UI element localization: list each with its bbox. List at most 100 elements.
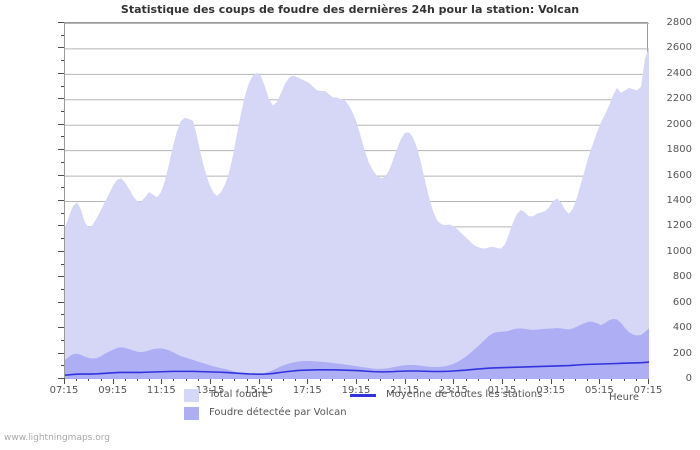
- x-tick-minor: [247, 378, 248, 381]
- y-tick-major: [58, 301, 64, 303]
- y-tick-label: 2600: [666, 42, 692, 54]
- page-title: Statistique des coups de foudre des dern…: [120, 3, 580, 16]
- x-tick-major: [453, 378, 454, 384]
- y-tick-label: 2000: [666, 118, 692, 130]
- plot-area: [64, 22, 649, 379]
- y-tick-major: [58, 276, 64, 278]
- legend-item[interactable]: Moyenne de toutes les stations: [350, 389, 542, 400]
- x-tick-label: 13:15: [195, 385, 225, 396]
- x-tick-major: [307, 378, 308, 384]
- legend-label: Moyenne de toutes les stations: [386, 389, 543, 400]
- x-tick-minor: [295, 378, 296, 381]
- x-tick-minor: [332, 378, 333, 381]
- x-tick-major: [356, 378, 357, 384]
- x-tick-minor: [636, 378, 637, 381]
- x-tick-minor: [186, 378, 187, 381]
- x-tick-minor: [173, 378, 174, 381]
- y-tick-minor: [61, 60, 64, 62]
- y-tick-minor: [61, 314, 64, 316]
- y-tick-minor: [61, 85, 64, 87]
- legend-label: Total foudre: [209, 389, 268, 400]
- x-tick-minor: [539, 378, 540, 381]
- area-series: [65, 47, 649, 379]
- x-tick-minor: [441, 378, 442, 381]
- y-tick-major: [58, 352, 64, 354]
- x-tick-label: 07:15: [49, 385, 79, 396]
- legend-item[interactable]: Total foudre: [184, 389, 268, 402]
- line-series: [65, 361, 649, 376]
- x-tick-major: [551, 378, 552, 384]
- x-tick-major: [113, 378, 114, 384]
- y-tick-minor: [61, 111, 64, 112]
- x-tick-label: 21:15: [390, 385, 420, 396]
- legend-color-swatch: [184, 389, 199, 402]
- y-tick-label: 400: [672, 322, 692, 334]
- y-tick-minor: [61, 136, 64, 138]
- x-tick-major: [405, 378, 406, 384]
- x-tick-minor: [271, 378, 272, 381]
- y-tick-minor: [61, 339, 64, 341]
- y-tick-major: [58, 327, 64, 329]
- x-tick-label: 01:15: [487, 385, 517, 396]
- watermark: www.lightningmaps.org: [4, 433, 110, 443]
- legend-line-marker: [350, 394, 376, 397]
- y-tick-minor: [61, 365, 64, 367]
- y-tick-label: 200: [672, 347, 692, 359]
- x-tick-major: [502, 378, 503, 384]
- y-tick-major: [58, 250, 64, 252]
- x-tick-minor: [222, 378, 223, 381]
- x-tick-minor: [320, 378, 321, 381]
- x-tick-minor: [344, 378, 345, 381]
- x-tick-label: 11:15: [146, 385, 176, 396]
- y-tick-major: [58, 174, 64, 176]
- y-tick-major: [58, 149, 64, 151]
- x-tick-major: [161, 378, 162, 384]
- x-tick-label: 07:15: [633, 385, 663, 396]
- x-tick-major: [259, 378, 260, 384]
- y-tick-major: [58, 378, 64, 379]
- y-tick-label: 1200: [666, 220, 692, 232]
- x-tick-major: [599, 378, 600, 384]
- y-tick-minor: [61, 187, 64, 189]
- y-tick-major: [58, 98, 64, 100]
- x-tick-minor: [611, 378, 612, 381]
- x-tick-minor: [514, 378, 515, 381]
- y-tick-minor: [61, 34, 64, 36]
- y-tick-minor: [61, 212, 64, 214]
- x-tick-minor: [526, 378, 527, 381]
- area-series: [65, 318, 649, 379]
- x-tick-label: 05:15: [584, 385, 614, 396]
- x-tick-minor: [101, 378, 102, 381]
- x-tick-major: [648, 378, 649, 384]
- y-tick-minor: [61, 238, 64, 240]
- x-tick-minor: [478, 378, 479, 381]
- x-tick-major: [210, 378, 211, 384]
- x-tick-minor: [575, 378, 576, 381]
- x-tick-label: 19:15: [341, 385, 371, 396]
- y-tick-major: [58, 200, 64, 201]
- y-tick-major: [58, 22, 64, 23]
- x-tick-minor: [393, 378, 394, 381]
- x-tick-minor: [380, 378, 381, 381]
- y-tick-label: 1400: [666, 195, 692, 206]
- y-tick-label: 2200: [666, 93, 692, 105]
- x-tick-minor: [587, 378, 588, 381]
- y-tick-label: 1000: [666, 245, 692, 257]
- x-tick-minor: [563, 378, 564, 381]
- x-tick-minor: [149, 378, 150, 381]
- y-tick-major: [58, 72, 64, 74]
- legend-color-swatch: [184, 407, 199, 420]
- x-tick-minor: [624, 378, 625, 381]
- y-tick-minor: [61, 289, 64, 290]
- x-tick-label: 15:15: [244, 385, 274, 396]
- legend-item[interactable]: Foudre détectée par Volcan: [184, 407, 347, 420]
- x-tick-minor: [368, 378, 369, 381]
- legend-label: Foudre détectée par Volcan: [209, 407, 347, 418]
- series-layer: [65, 47, 649, 379]
- y-tick-minor: [61, 161, 64, 163]
- y-tick-label: 800: [672, 271, 692, 283]
- x-tick-minor: [417, 378, 418, 381]
- x-tick-label: 09:15: [98, 385, 128, 396]
- x-tick-label: 03:15: [536, 385, 566, 396]
